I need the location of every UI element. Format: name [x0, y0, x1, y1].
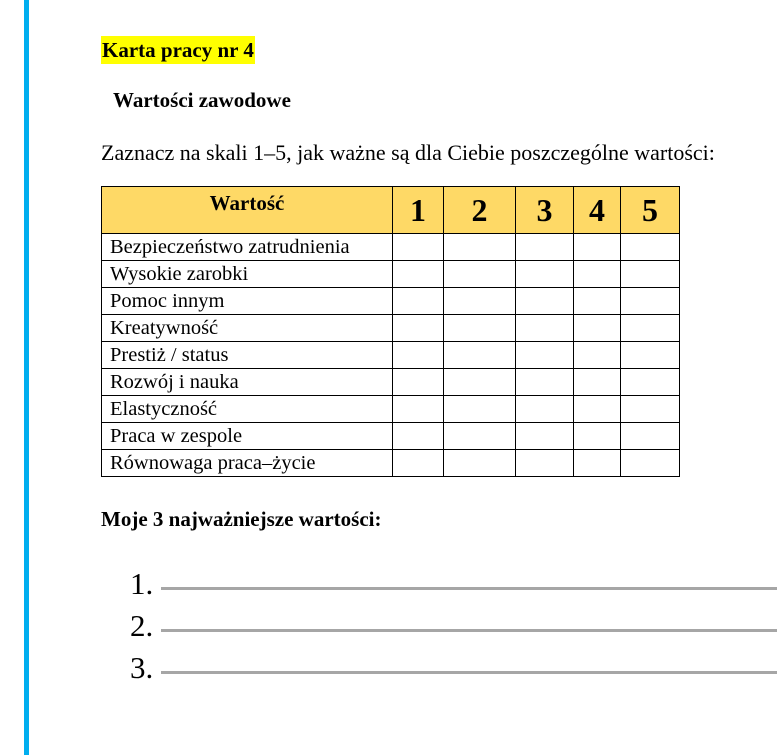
value-label: Prestiż / status	[101, 341, 393, 369]
answer-number-1: 1.	[130, 566, 154, 601]
header-scale-5: 5	[620, 186, 680, 234]
rating-cell-2[interactable]	[443, 287, 516, 315]
rating-cell-4[interactable]	[573, 449, 621, 477]
worksheet-subtitle: Wartości zawodowe	[113, 88, 291, 112]
rating-cell-2[interactable]	[443, 422, 516, 450]
rating-cell-3[interactable]	[515, 260, 574, 288]
top3-heading: Moje 3 najważniejsze wartości:	[101, 507, 382, 531]
rating-cell-5[interactable]	[620, 422, 680, 450]
rating-cell-3[interactable]	[515, 449, 574, 477]
rating-cell-2[interactable]	[443, 314, 516, 342]
rating-cell-4[interactable]	[573, 422, 621, 450]
rating-cell-3[interactable]	[515, 395, 574, 423]
rating-cell-1[interactable]	[392, 368, 444, 396]
rating-cell-1[interactable]	[392, 233, 444, 261]
rating-cell-4[interactable]	[573, 341, 621, 369]
rating-cell-3[interactable]	[515, 422, 574, 450]
rating-cell-5[interactable]	[620, 395, 680, 423]
table-row: Bezpieczeństwo zatrudnienia	[101, 233, 680, 261]
rating-cell-2[interactable]	[443, 395, 516, 423]
rating-cell-5[interactable]	[620, 314, 680, 342]
rating-cell-1[interactable]	[392, 395, 444, 423]
table-row: Rozwój i nauka	[101, 368, 680, 396]
value-label: Praca w zespole	[101, 422, 393, 450]
answer-line-2[interactable]	[161, 629, 777, 632]
value-label: Kreatywność	[101, 314, 393, 342]
rating-cell-2[interactable]	[443, 368, 516, 396]
rating-cell-2[interactable]	[443, 341, 516, 369]
answer-line-3[interactable]	[161, 671, 777, 674]
answer-number-2: 2.	[130, 608, 154, 643]
rating-cell-4[interactable]	[573, 368, 621, 396]
rating-cell-1[interactable]	[392, 260, 444, 288]
header-scale-3: 3	[515, 186, 574, 234]
values-rating-table: Wartość 1 2 3 4 5 Bezpieczeństwo zatrudn…	[101, 186, 680, 477]
rating-cell-4[interactable]	[573, 233, 621, 261]
rating-cell-4[interactable]	[573, 260, 621, 288]
table-row: Pomoc innym	[101, 287, 680, 315]
left-border-bar	[24, 0, 29, 755]
rating-cell-5[interactable]	[620, 287, 680, 315]
rating-cell-3[interactable]	[515, 287, 574, 315]
table-row: Praca w zespole	[101, 422, 680, 450]
header-scale-1: 1	[392, 186, 444, 234]
value-label: Równowaga praca–życie	[101, 449, 393, 477]
rating-cell-5[interactable]	[620, 368, 680, 396]
rating-cell-1[interactable]	[392, 422, 444, 450]
value-label: Bezpieczeństwo zatrudnienia	[101, 233, 393, 261]
rating-cell-5[interactable]	[620, 449, 680, 477]
rating-cell-4[interactable]	[573, 395, 621, 423]
table-row: Równowaga praca–życie	[101, 449, 680, 477]
rating-cell-1[interactable]	[392, 287, 444, 315]
answer-line-1[interactable]	[161, 587, 777, 590]
rating-cell-1[interactable]	[392, 449, 444, 477]
rating-cell-3[interactable]	[515, 233, 574, 261]
rating-cell-1[interactable]	[392, 314, 444, 342]
rating-cell-3[interactable]	[515, 314, 574, 342]
rating-cell-2[interactable]	[443, 233, 516, 261]
header-value: Wartość	[101, 186, 393, 234]
table-header-row: Wartość 1 2 3 4 5	[101, 186, 680, 234]
rating-cell-5[interactable]	[620, 260, 680, 288]
instruction-text: Zaznacz na skali 1–5, jak ważne są dla C…	[101, 140, 715, 165]
value-label: Wysokie zarobki	[101, 260, 393, 288]
value-label: Elastyczność	[101, 395, 393, 423]
header-scale-4: 4	[573, 186, 621, 234]
answer-number-3: 3.	[130, 650, 154, 685]
rating-cell-3[interactable]	[515, 341, 574, 369]
rating-cell-2[interactable]	[443, 449, 516, 477]
rating-cell-5[interactable]	[620, 233, 680, 261]
value-label: Pomoc innym	[101, 287, 393, 315]
rating-cell-3[interactable]	[515, 368, 574, 396]
rating-cell-4[interactable]	[573, 287, 621, 315]
value-label: Rozwój i nauka	[101, 368, 393, 396]
table-row: Wysokie zarobki	[101, 260, 680, 288]
header-scale-2: 2	[443, 186, 516, 234]
rating-cell-1[interactable]	[392, 341, 444, 369]
table-row: Elastyczność	[101, 395, 680, 423]
rating-cell-4[interactable]	[573, 314, 621, 342]
worksheet-title: Karta pracy nr 4	[101, 36, 255, 64]
rating-cell-5[interactable]	[620, 341, 680, 369]
rating-cell-2[interactable]	[443, 260, 516, 288]
table-row: Prestiż / status	[101, 341, 680, 369]
table-row: Kreatywność	[101, 314, 680, 342]
